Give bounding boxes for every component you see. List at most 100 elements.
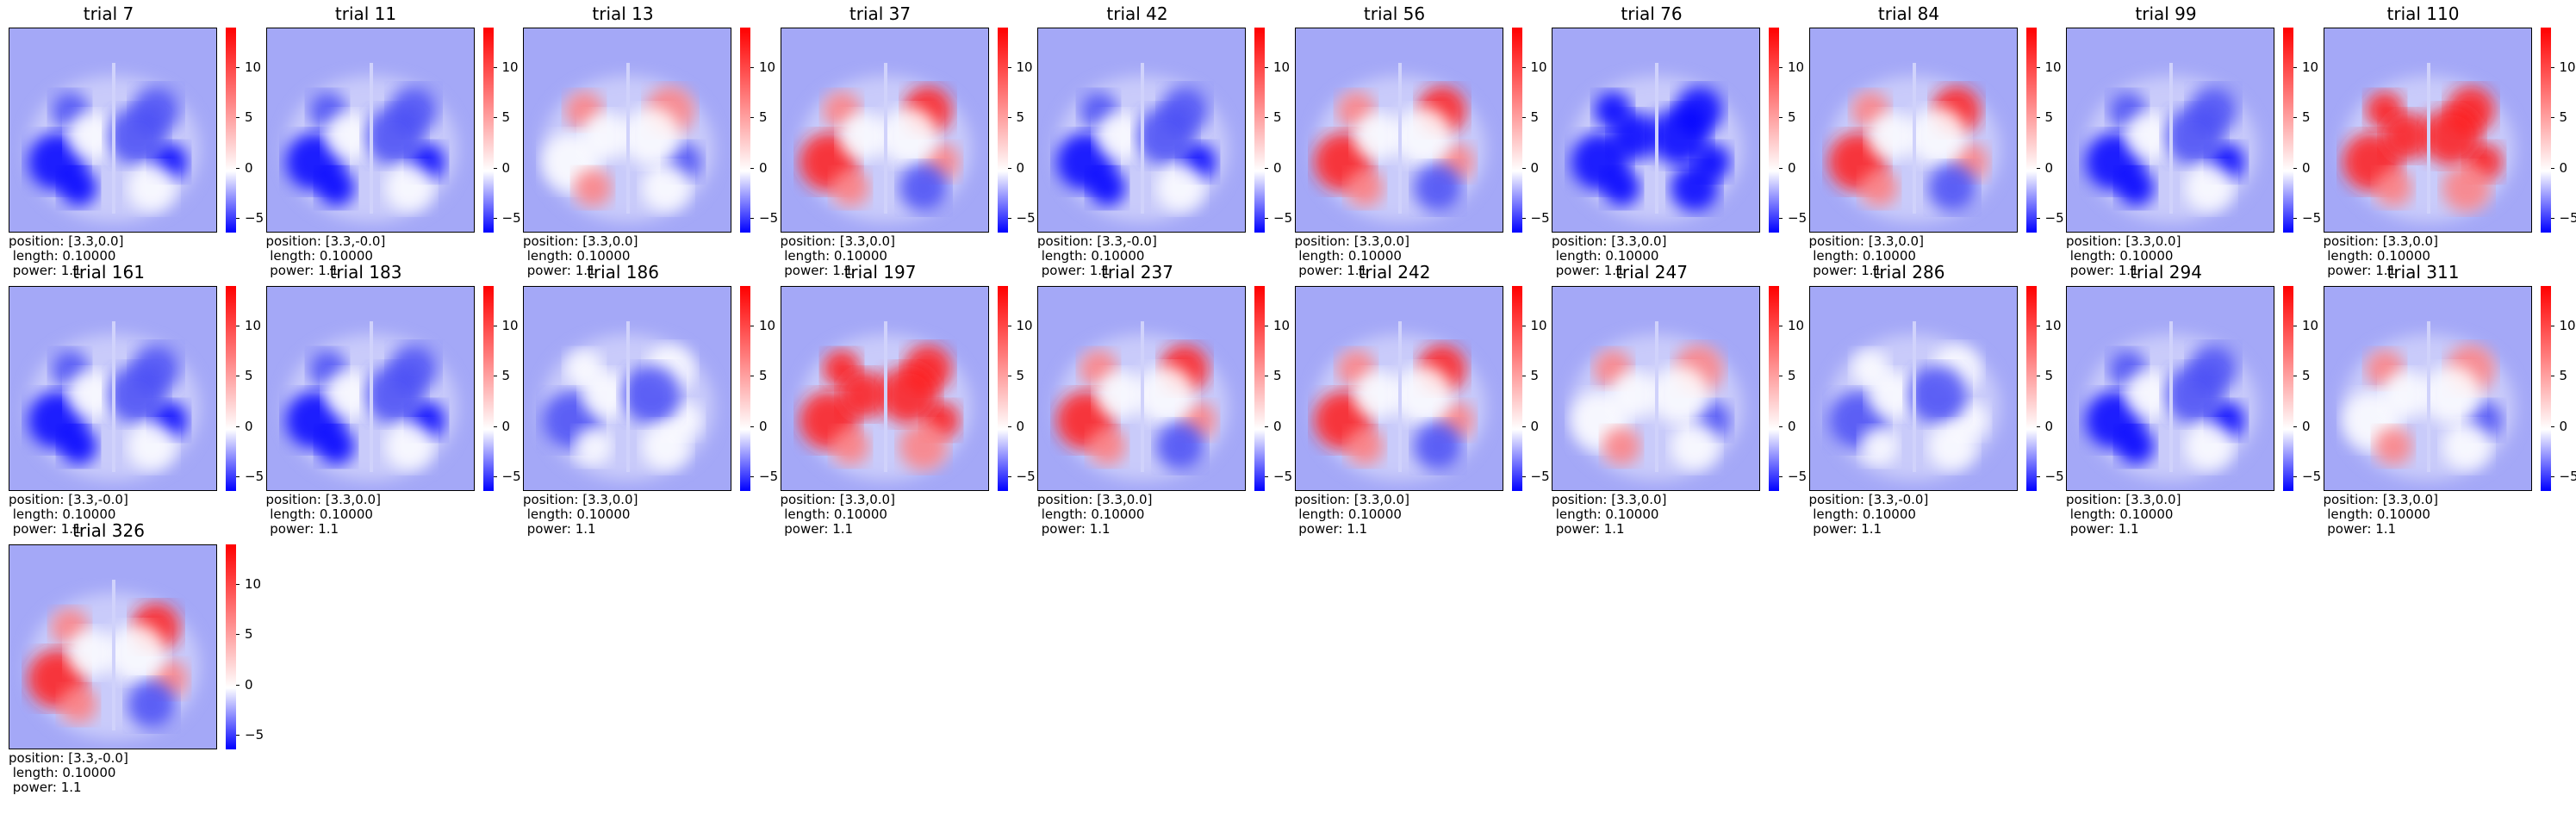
colorbar-tick-label: 0 [759, 418, 768, 434]
trial-length: length: 0.10000 [1037, 506, 1145, 522]
trial-info: position: [3.3,0.0] length: 0.10000 powe… [781, 234, 895, 278]
activation-blob [1927, 422, 1976, 470]
activation-blob [1610, 370, 1658, 419]
colorbar-tick-label: 10 [2044, 59, 2062, 76]
trial-info: position: [3.3,0.0] length: 0.10000 powe… [1295, 493, 1409, 537]
trial-panel: trial 237 10 5 0 −5 position: [3.3,0.0] lengt… [1029, 258, 1292, 537]
colorbar-tick-label: 0 [2559, 418, 2568, 434]
trial-info: position: [3.3,0.0] length: 0.10000 powe… [266, 493, 381, 537]
trial-power: power: 1.1 [265, 521, 339, 537]
colorbar-tick-label: 10 [245, 59, 262, 76]
colorbar-tick-label: 10 [1788, 59, 1805, 76]
colorbar-tick-label: 10 [1530, 318, 1547, 334]
colorbar: 10 5 0 −5 [740, 28, 778, 233]
panel-title: trial 13 [592, 3, 654, 24]
trial-info: position: [3.3,0.0] length: 0.10000 powe… [2324, 234, 2438, 278]
trial-position: position: [3.3,0.0] [523, 492, 638, 507]
colorbar-tick-label: 5 [1016, 109, 1025, 126]
heatmap-svg [1809, 28, 2017, 232]
activation-blob [1907, 365, 1967, 424]
activation-blob [2165, 107, 2224, 165]
colorbar-tick-label: 10 [2044, 318, 2062, 334]
heatmap-image [780, 286, 989, 491]
heatmap-svg [9, 287, 216, 490]
trial-position: position: [3.3,0.0] [780, 233, 895, 249]
heatmap-svg [781, 28, 988, 232]
colorbar-tick-label: 5 [1016, 368, 1025, 384]
activation-blob [1867, 112, 1916, 160]
heatmap-svg [1552, 28, 1759, 232]
activation-blob [316, 169, 355, 207]
activation-blob [2165, 365, 2224, 424]
trial-panel: trial 161 10 5 0 −5 position: [3.3,-0.0] leng… [0, 258, 264, 537]
colorbar-tick-label: 10 [1788, 318, 1805, 334]
trial-position: position: [3.3,0.0] [2323, 233, 2438, 249]
activation-blob [1859, 427, 1898, 465]
activation-blob [1413, 164, 1462, 212]
colorbar-tick-label: 10 [1273, 59, 1291, 76]
activation-blob [2117, 169, 2155, 207]
colorbar-tick-label: −5 [2044, 468, 2064, 484]
colorbar-tick-label: 0 [1273, 418, 1282, 434]
colorbar-tick-label: −5 [245, 726, 264, 743]
colorbar-tick-label: 10 [2559, 318, 2576, 334]
trial-info: position: [3.3,-0.0] length: 0.10000 pow… [1809, 493, 1929, 537]
colorbar-tick-label: −5 [1273, 468, 1293, 484]
panel-title: trial 99 [2135, 3, 2197, 24]
trial-length: length: 0.10000 [9, 506, 116, 522]
panel-title: trial 76 [1621, 3, 1683, 24]
panel-title: trial 7 [83, 3, 134, 24]
colorbar: 10 5 0 −5 [2283, 286, 2321, 491]
trial-info: position: [3.3,0.0] length: 0.10000 powe… [9, 234, 123, 278]
heatmap-image [523, 28, 731, 233]
trial-power: power: 1.1 [9, 780, 82, 795]
activation-blob [1156, 164, 1204, 212]
colorbar-tick-label: 0 [1788, 159, 1796, 176]
activation-blob [2442, 164, 2491, 212]
colorbar-tick-label: −5 [2302, 468, 2322, 484]
colorbar-tick-label: 5 [1530, 109, 1540, 126]
panel-title: trial 326 [72, 520, 145, 541]
colorbar-tick-label: 10 [1016, 318, 1033, 334]
activation-blob [384, 164, 433, 212]
activation-blob [838, 112, 887, 160]
trial-position: position: [3.3,0.0] [1552, 492, 1667, 507]
colorbar-tick-label: 0 [501, 418, 511, 434]
trial-length: length: 0.10000 [780, 506, 887, 522]
colorbar-tick-label: 5 [501, 109, 511, 126]
colorbar-tick-label: 5 [245, 626, 253, 643]
activation-blob [831, 427, 869, 465]
trial-power: power: 1.1 [523, 521, 596, 537]
colorbar: 10 5 0 −5 [2540, 28, 2576, 233]
colorbar: 10 5 0 −5 [2540, 286, 2576, 491]
trial-panel: trial 37 10 5 0 −5 position: [3.3,0.0] length… [772, 0, 1036, 278]
colorbar: 10 5 0 −5 [2025, 28, 2064, 233]
colorbar-tick-label: −5 [501, 468, 521, 484]
panel-title: trial 56 [1363, 3, 1426, 24]
trial-position: position: [3.3,0.0] [1294, 492, 1409, 507]
trial-info: position: [3.3,0.0] length: 0.10000 powe… [1809, 234, 1924, 278]
panel-title: trial 183 [329, 262, 402, 283]
panel-title: trial 110 [2386, 3, 2460, 24]
trial-power: power: 1.1 [2066, 263, 2139, 278]
trial-position: position: [3.3,0.0] [1552, 233, 1667, 249]
colorbar-tick-label: −5 [2559, 468, 2576, 484]
activation-blob [574, 169, 612, 207]
trial-length: length: 0.10000 [2066, 248, 2174, 264]
trial-length: length: 0.10000 [265, 506, 373, 522]
panel-title: trial 237 [1101, 262, 1173, 283]
colorbar-tick-label: −5 [1016, 468, 1036, 484]
heatmap-image [9, 286, 217, 491]
trial-length: length: 0.10000 [2066, 506, 2174, 522]
activation-blob [2185, 164, 2233, 212]
trial-power: power: 1.1 [9, 521, 82, 537]
colorbar-tick-label: 0 [1016, 159, 1025, 176]
trial-position: position: [3.3,-0.0] [1808, 492, 1929, 507]
heatmap-svg [1809, 287, 2017, 490]
colorbar-tick-label: 5 [2044, 368, 2054, 384]
activation-blob [1393, 365, 1453, 424]
trial-power: power: 1.1 [1552, 263, 1625, 278]
trial-power: power: 1.1 [1037, 263, 1111, 278]
colorbar-tick-label: 0 [245, 418, 253, 434]
trial-position: position: [3.3,-0.0] [9, 492, 128, 507]
